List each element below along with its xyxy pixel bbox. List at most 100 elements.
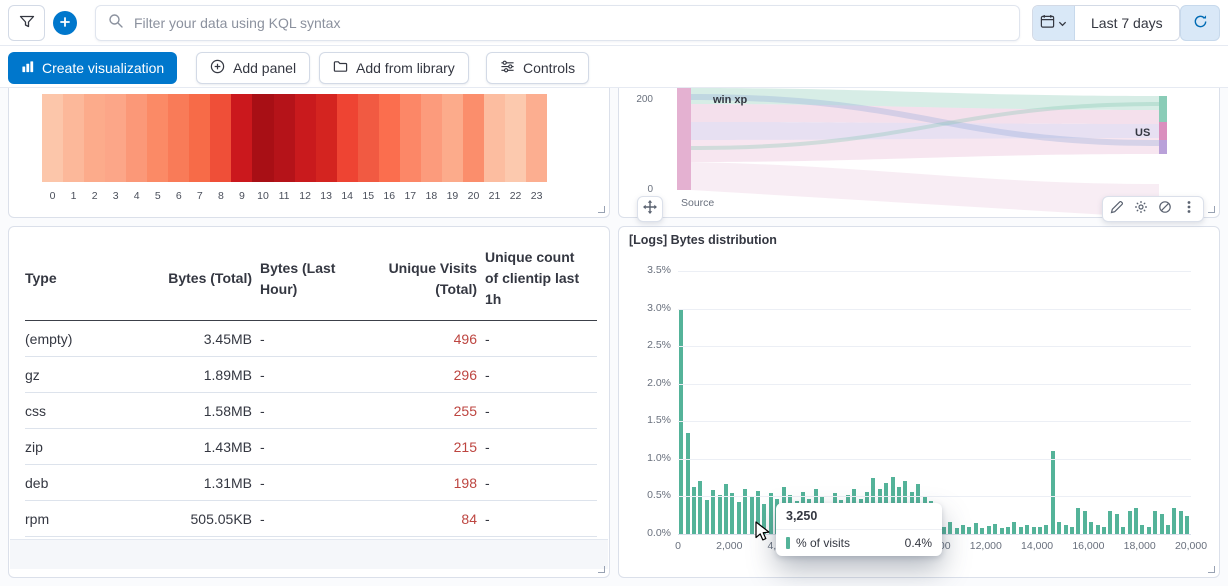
- more-actions-icon[interactable]: [1182, 200, 1196, 219]
- heatmap-cell[interactable]: [126, 94, 148, 182]
- histogram-bar[interactable]: [1089, 521, 1094, 534]
- create-visualization-button[interactable]: Create visualization: [8, 52, 178, 84]
- heatmap-cell[interactable]: [357, 94, 379, 182]
- histogram-bar[interactable]: [768, 492, 773, 534]
- heatmap-cell[interactable]: [526, 94, 548, 182]
- histogram-bar[interactable]: [1044, 524, 1049, 534]
- histogram-bar[interactable]: [711, 490, 716, 534]
- histogram-bar[interactable]: [1172, 508, 1177, 534]
- heatmap-cell[interactable]: [252, 94, 274, 182]
- histogram-bar[interactable]: [1134, 508, 1139, 534]
- heatmap-cell[interactable]: [168, 94, 190, 182]
- histogram-bar[interactable]: [973, 522, 978, 534]
- histogram-bar[interactable]: [980, 528, 985, 534]
- controls-button[interactable]: Controls: [486, 52, 590, 84]
- histogram-bar[interactable]: [685, 432, 690, 534]
- histogram-bar[interactable]: [1102, 526, 1107, 534]
- histogram-bar[interactable]: [736, 502, 741, 534]
- heatmap-cell[interactable]: [210, 94, 232, 182]
- histogram-bar[interactable]: [692, 487, 697, 534]
- histogram-bar-slot: [1178, 271, 1184, 534]
- resize-handle[interactable]: [1208, 566, 1215, 573]
- histogram-bar[interactable]: [1108, 511, 1113, 534]
- sankey-chart[interactable]: 200 0 win xp US Source: [619, 88, 1220, 218]
- heatmap-cell[interactable]: [441, 94, 463, 182]
- heatmap-cell[interactable]: [505, 94, 527, 182]
- heatmap-cell[interactable]: [63, 94, 85, 182]
- heatmap-cell[interactable]: [189, 94, 211, 182]
- heatmap-cell[interactable]: [483, 94, 506, 182]
- histogram-bar[interactable]: [1050, 451, 1055, 534]
- add-panel-button[interactable]: Add panel: [196, 52, 311, 84]
- sankey-y-tick-top: 200: [636, 94, 653, 105]
- histogram-bar[interactable]: [743, 488, 748, 534]
- histogram-bar[interactable]: [1146, 526, 1151, 534]
- histogram-bar[interactable]: [1069, 526, 1074, 534]
- histogram-bar[interactable]: [1140, 524, 1145, 534]
- histogram-bar[interactable]: [756, 491, 761, 534]
- heatmap-cell[interactable]: [231, 94, 253, 182]
- histogram-bar[interactable]: [1185, 515, 1190, 534]
- refresh-button[interactable]: [1180, 5, 1220, 41]
- histogram-bar[interactable]: [1114, 514, 1119, 534]
- histogram-bar[interactable]: [1121, 526, 1126, 534]
- heatmap-cell[interactable]: [315, 94, 337, 182]
- histogram-bar[interactable]: [1127, 511, 1132, 534]
- histogram-bar[interactable]: [1166, 524, 1171, 534]
- histogram-bar[interactable]: [1005, 526, 1010, 534]
- histogram-bar[interactable]: [967, 526, 972, 534]
- histogram-bar[interactable]: [1063, 524, 1068, 534]
- heatmap-cell[interactable]: [336, 94, 358, 182]
- heatmap-cell[interactable]: [462, 94, 484, 182]
- histogram-bar[interactable]: [1012, 521, 1017, 534]
- histogram-bar[interactable]: [1153, 511, 1158, 534]
- histogram-bar[interactable]: [1018, 526, 1023, 534]
- heatmap-cell[interactable]: [378, 94, 400, 182]
- resize-handle[interactable]: [598, 206, 605, 213]
- histogram-bar[interactable]: [1095, 524, 1100, 534]
- heatmap-cell[interactable]: [420, 94, 442, 182]
- heatmap-cell[interactable]: [273, 94, 295, 182]
- histogram-bar[interactable]: [1031, 527, 1036, 534]
- histogram-bar[interactable]: [993, 524, 998, 534]
- heatmap-cell[interactable]: [294, 94, 316, 182]
- resize-handle[interactable]: [598, 566, 605, 573]
- inspect-icon[interactable]: [1158, 200, 1172, 219]
- date-quick-select-button[interactable]: [1033, 6, 1075, 40]
- histogram-bar[interactable]: [749, 496, 754, 534]
- time-range-button[interactable]: Last 7 days: [1075, 6, 1179, 40]
- histogram-bar[interactable]: [1178, 511, 1183, 534]
- kql-search-input[interactable]: [132, 14, 1009, 32]
- panel-drag-handle[interactable]: [637, 196, 663, 222]
- histogram-bar[interactable]: [1159, 514, 1164, 534]
- resize-handle[interactable]: [1208, 206, 1215, 213]
- histogram-bar[interactable]: [762, 503, 767, 534]
- histogram-bar[interactable]: [948, 521, 953, 534]
- heatmap-cell[interactable]: [84, 94, 106, 182]
- histogram-bar[interactable]: [724, 484, 729, 534]
- edit-icon[interactable]: [1110, 200, 1124, 219]
- histogram-bar[interactable]: [717, 494, 722, 534]
- histogram-bar[interactable]: [954, 528, 959, 534]
- histogram-bar[interactable]: [999, 528, 1004, 534]
- histogram-bar[interactable]: [1057, 521, 1062, 534]
- add-from-library-button[interactable]: Add from library: [319, 52, 469, 84]
- heatmap-cell[interactable]: [399, 94, 421, 182]
- heatmap-cell[interactable]: [42, 94, 64, 182]
- heatmap-cell[interactable]: [147, 94, 169, 182]
- histogram-bar[interactable]: [730, 492, 735, 534]
- histogram-bar[interactable]: [961, 524, 966, 534]
- histogram-bar-slot: [1005, 271, 1011, 534]
- histogram-bar[interactable]: [1037, 526, 1042, 534]
- histogram-bar[interactable]: [704, 500, 709, 534]
- heatmap-cell[interactable]: [105, 94, 127, 182]
- histogram-bar[interactable]: [941, 526, 946, 534]
- saved-query-filter-button[interactable]: [8, 5, 45, 41]
- histogram-bar[interactable]: [1025, 524, 1030, 534]
- histogram-bar[interactable]: [698, 480, 703, 534]
- gear-icon[interactable]: [1134, 200, 1148, 219]
- add-filter-button[interactable]: [53, 11, 77, 35]
- histogram-bar[interactable]: [1076, 508, 1081, 534]
- histogram-bar[interactable]: [986, 525, 991, 534]
- histogram-bar[interactable]: [1082, 511, 1087, 534]
